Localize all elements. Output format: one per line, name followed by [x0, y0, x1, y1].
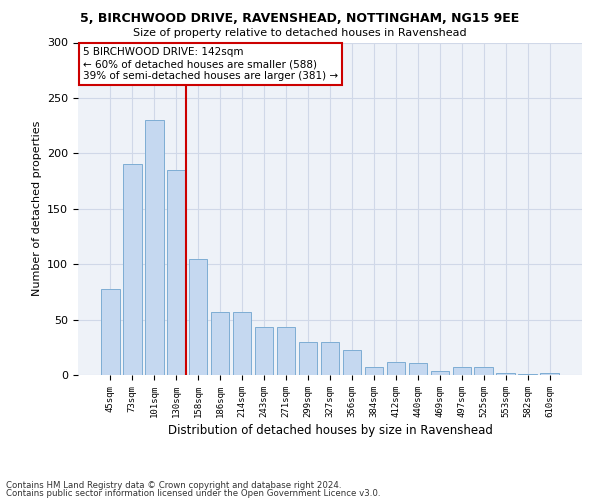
Bar [167, 170, 185, 375]
Bar [518, 374, 537, 375]
Bar [123, 164, 142, 375]
Y-axis label: Number of detached properties: Number of detached properties [32, 121, 41, 296]
Bar [431, 370, 449, 375]
Bar [475, 367, 493, 375]
Bar [233, 312, 251, 375]
Bar [496, 373, 515, 375]
Text: Contains public sector information licensed under the Open Government Licence v3: Contains public sector information licen… [6, 489, 380, 498]
Text: 5 BIRCHWOOD DRIVE: 142sqm
← 60% of detached houses are smaller (588)
39% of semi: 5 BIRCHWOOD DRIVE: 142sqm ← 60% of detac… [83, 48, 338, 80]
Bar [386, 362, 405, 375]
X-axis label: Distribution of detached houses by size in Ravenshead: Distribution of detached houses by size … [167, 424, 493, 437]
Bar [277, 328, 295, 375]
Bar [101, 288, 119, 375]
Bar [541, 373, 559, 375]
Bar [343, 350, 361, 375]
Bar [255, 328, 274, 375]
Bar [145, 120, 164, 375]
Bar [320, 342, 340, 375]
Bar [365, 367, 383, 375]
Bar [189, 258, 208, 375]
Text: Contains HM Land Registry data © Crown copyright and database right 2024.: Contains HM Land Registry data © Crown c… [6, 480, 341, 490]
Text: Size of property relative to detached houses in Ravenshead: Size of property relative to detached ho… [133, 28, 467, 38]
Bar [409, 363, 427, 375]
Bar [452, 367, 471, 375]
Text: 5, BIRCHWOOD DRIVE, RAVENSHEAD, NOTTINGHAM, NG15 9EE: 5, BIRCHWOOD DRIVE, RAVENSHEAD, NOTTINGH… [80, 12, 520, 26]
Bar [299, 342, 317, 375]
Bar [211, 312, 229, 375]
